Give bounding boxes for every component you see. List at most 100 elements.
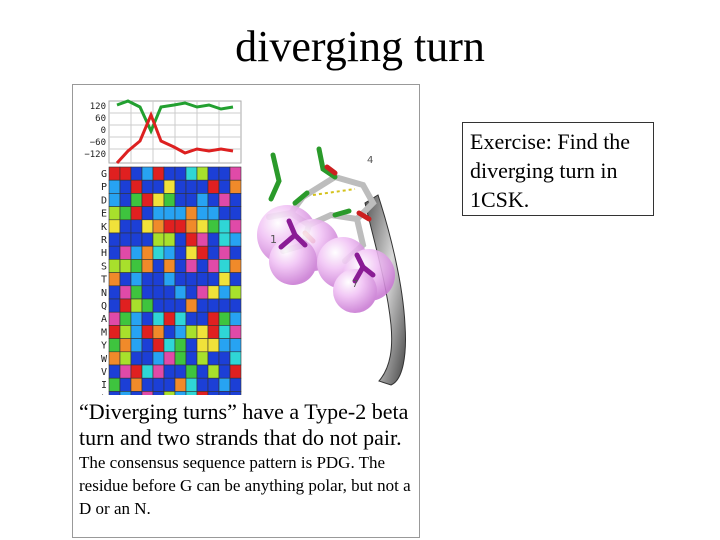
heatmap-cell	[130, 206, 143, 221]
amino-acid-label: E	[101, 209, 107, 220]
heatmap-cell	[108, 245, 121, 260]
heatmap-cell	[130, 193, 143, 207]
heatmap-cell	[207, 364, 220, 379]
heatmap-cell	[207, 311, 220, 326]
heatmap-cell	[152, 338, 165, 353]
amino-acid-label: M	[101, 327, 107, 338]
heatmap-cell	[207, 219, 220, 234]
heatmap-cell	[207, 206, 220, 221]
heatmap-cell	[119, 325, 132, 339]
heatmap-cell	[218, 206, 231, 221]
heatmap-cell	[174, 391, 187, 395]
heatmap-cell	[152, 245, 165, 260]
heatmap-cell	[174, 377, 187, 392]
heatmap-cell	[152, 179, 165, 194]
heatmap-cell	[152, 259, 165, 273]
heatmap-cell	[207, 245, 220, 260]
angle-axis-label: 60	[95, 114, 106, 124]
exercise-box: Exercise: Find the diverging turn in 1CS…	[462, 122, 654, 216]
heatmap-cell	[185, 285, 198, 300]
amino-acid-label: P	[101, 182, 107, 193]
heatmap-cell	[196, 272, 209, 287]
heatmap-cell	[119, 364, 132, 379]
amino-acid-label: S	[101, 261, 107, 272]
heatmap-cell	[119, 166, 132, 181]
heatmap-cell	[108, 364, 121, 379]
heatmap-cell	[163, 351, 176, 366]
heatmap-cell	[141, 193, 154, 207]
heatmap-cell	[130, 259, 143, 273]
heatmap-cell	[218, 364, 231, 379]
heatmap-cell	[141, 298, 154, 313]
heatmap-cell	[196, 285, 209, 300]
heatmap-cell	[152, 325, 165, 339]
heatmap-cell	[119, 259, 132, 273]
residue-heatmap	[108, 166, 242, 395]
amino-acid-label: G	[101, 169, 107, 180]
amino-acid-label: W	[101, 354, 108, 365]
heatmap-cell	[196, 311, 209, 326]
heatmap-cell	[218, 338, 231, 353]
heatmap-cell	[141, 311, 154, 326]
heatmap-cell	[141, 351, 154, 366]
heatmap-cell	[207, 232, 220, 247]
slide-title: diverging turn	[235, 22, 485, 71]
heatmap-cell	[196, 298, 209, 313]
heatmap-cell	[130, 245, 143, 260]
heatmap-cell	[229, 364, 242, 379]
heatmap-cell	[185, 259, 198, 273]
heatmap-cell	[163, 272, 176, 287]
heatmap-cell	[196, 219, 209, 234]
heatmap-cell	[141, 338, 154, 353]
heatmap-cell	[119, 351, 132, 366]
heatmap-cell	[196, 193, 209, 207]
heatmap-cell	[108, 338, 121, 353]
heatmap-cell	[152, 391, 165, 395]
amino-acid-label: N	[101, 288, 107, 299]
heatmap-cell	[196, 377, 209, 392]
heatmap-cell	[163, 232, 176, 247]
phi-line	[115, 110, 234, 165]
heatmap-cell	[218, 351, 231, 366]
heatmap-cell	[229, 351, 242, 366]
heatmap-cell	[185, 338, 198, 353]
heatmap-cell	[108, 232, 121, 247]
heatmap-cell	[108, 325, 121, 339]
heatmap-cell	[196, 232, 209, 247]
heatmap-cell	[218, 193, 231, 207]
heatmap-cell	[141, 232, 154, 247]
heatmap-cell	[229, 272, 242, 287]
heatmap-cell	[185, 298, 198, 313]
heatmap-cell	[141, 219, 154, 234]
heatmap-cell	[196, 166, 209, 181]
heatmap-cell	[174, 351, 187, 366]
heatmap-cell	[218, 179, 231, 194]
heatmap-cell	[152, 232, 165, 247]
heatmap-cell	[152, 364, 165, 379]
amino-acid-label: L	[101, 393, 107, 395]
caption-detail: The consensus sequence pattern is PDG. T…	[79, 453, 411, 518]
angle-axis-label: −120	[84, 150, 106, 160]
heatmap-cell	[185, 311, 198, 326]
heatmap-cell	[141, 245, 154, 260]
angle-axis-label: 120	[90, 102, 106, 112]
heatmap-cell	[141, 166, 154, 181]
heatmap-cell	[174, 166, 187, 181]
heatmap-cell	[229, 166, 242, 181]
heatmap-cell	[218, 311, 231, 326]
heatmap-cell	[229, 377, 242, 392]
heatmap-cell	[141, 364, 154, 379]
heatmap-cell	[130, 285, 143, 300]
heatmap-cell	[174, 338, 187, 353]
heatmap-cell	[163, 206, 176, 221]
heatmap-cell	[119, 298, 132, 313]
heatmap-cell	[130, 325, 143, 339]
heatmap-cell	[218, 272, 231, 287]
heatmap-cell	[185, 272, 198, 287]
amino-acid-label: K	[101, 222, 107, 233]
heatmap-cell	[174, 311, 187, 326]
heatmap-cell	[152, 377, 165, 392]
heatmap-cell	[141, 179, 154, 194]
heatmap-cell	[108, 272, 121, 287]
